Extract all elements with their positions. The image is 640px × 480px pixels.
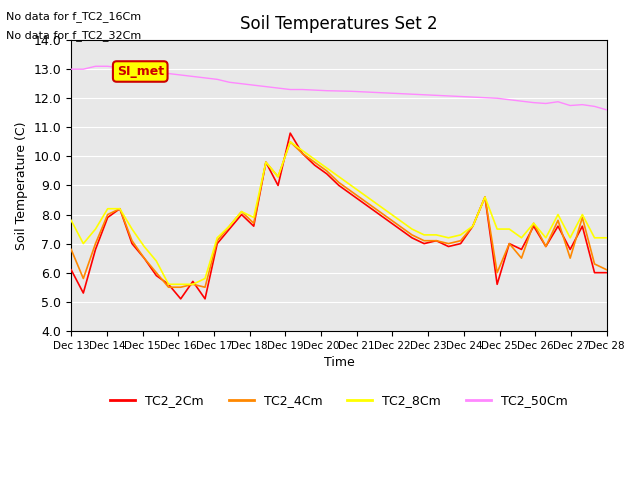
Legend: TC2_2Cm, TC2_4Cm, TC2_8Cm, TC2_50Cm: TC2_2Cm, TC2_4Cm, TC2_8Cm, TC2_50Cm [105, 389, 573, 412]
Title: Soil Temperatures Set 2: Soil Temperatures Set 2 [240, 15, 438, 33]
Text: No data for f_TC2_32Cm: No data for f_TC2_32Cm [6, 30, 141, 41]
Text: No data for f_TC2_16Cm: No data for f_TC2_16Cm [6, 11, 141, 22]
X-axis label: Time: Time [324, 356, 355, 369]
Text: SI_met: SI_met [116, 65, 164, 78]
Y-axis label: Soil Temperature (C): Soil Temperature (C) [15, 121, 28, 250]
